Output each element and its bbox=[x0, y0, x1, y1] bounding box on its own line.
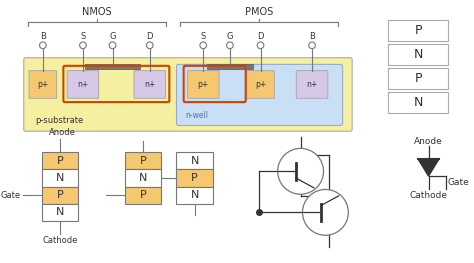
Text: D: D bbox=[146, 32, 153, 41]
Circle shape bbox=[227, 42, 233, 49]
FancyBboxPatch shape bbox=[134, 70, 165, 98]
Text: p+: p+ bbox=[37, 80, 48, 89]
Text: p-substrate: p-substrate bbox=[35, 115, 83, 125]
FancyBboxPatch shape bbox=[176, 64, 343, 125]
Text: N: N bbox=[56, 207, 64, 217]
Circle shape bbox=[146, 42, 153, 49]
Text: NMOS: NMOS bbox=[82, 7, 111, 17]
Text: n-well: n-well bbox=[185, 111, 208, 120]
Text: N: N bbox=[191, 156, 199, 166]
FancyBboxPatch shape bbox=[67, 70, 99, 98]
Circle shape bbox=[278, 148, 324, 194]
Text: D: D bbox=[257, 32, 264, 41]
Text: Anode: Anode bbox=[48, 128, 75, 137]
Text: N: N bbox=[413, 96, 423, 109]
Text: n+: n+ bbox=[144, 80, 155, 89]
Text: PMOS: PMOS bbox=[245, 7, 273, 17]
Bar bbox=[125, 186, 161, 204]
Text: N: N bbox=[191, 190, 199, 200]
Text: P: P bbox=[57, 156, 64, 166]
Text: N: N bbox=[56, 173, 64, 183]
FancyBboxPatch shape bbox=[296, 70, 328, 98]
Bar bbox=[388, 92, 447, 113]
Polygon shape bbox=[418, 159, 439, 176]
Circle shape bbox=[109, 42, 116, 49]
Text: P: P bbox=[414, 24, 422, 38]
FancyBboxPatch shape bbox=[246, 70, 274, 98]
Text: B: B bbox=[309, 32, 315, 41]
Text: Gate: Gate bbox=[447, 178, 469, 187]
Bar bbox=[388, 21, 447, 42]
Bar bbox=[125, 152, 161, 169]
Text: N: N bbox=[139, 173, 147, 183]
Text: S: S bbox=[80, 32, 86, 41]
Text: P: P bbox=[57, 190, 64, 200]
Bar bbox=[388, 68, 447, 89]
Text: P: P bbox=[191, 173, 198, 183]
Text: B: B bbox=[40, 32, 46, 41]
FancyBboxPatch shape bbox=[188, 70, 219, 98]
FancyBboxPatch shape bbox=[29, 70, 57, 98]
Text: G: G bbox=[109, 32, 116, 41]
Text: n+: n+ bbox=[306, 80, 318, 89]
Text: P: P bbox=[140, 190, 146, 200]
FancyBboxPatch shape bbox=[24, 58, 352, 131]
Text: Anode: Anode bbox=[414, 136, 443, 145]
Circle shape bbox=[80, 42, 86, 49]
Bar bbox=[388, 44, 447, 65]
Bar bbox=[207, 64, 253, 69]
Bar bbox=[176, 152, 213, 169]
Text: Cathode: Cathode bbox=[42, 236, 78, 245]
Text: p+: p+ bbox=[255, 80, 266, 89]
Bar bbox=[176, 186, 213, 204]
Text: P: P bbox=[414, 72, 422, 85]
Bar bbox=[125, 169, 161, 186]
Text: N: N bbox=[413, 48, 423, 61]
Circle shape bbox=[39, 42, 46, 49]
Text: P: P bbox=[140, 156, 146, 166]
Circle shape bbox=[200, 42, 207, 49]
Circle shape bbox=[257, 42, 264, 49]
Bar bbox=[42, 204, 78, 221]
Text: Cathode: Cathode bbox=[410, 191, 447, 200]
Text: Gate: Gate bbox=[1, 191, 21, 200]
Circle shape bbox=[302, 189, 348, 235]
Text: n+: n+ bbox=[77, 80, 89, 89]
Text: p+: p+ bbox=[198, 80, 209, 89]
Bar bbox=[42, 169, 78, 186]
Text: G: G bbox=[227, 32, 233, 41]
Bar bbox=[176, 169, 213, 186]
Text: S: S bbox=[201, 32, 206, 41]
Bar bbox=[42, 186, 78, 204]
Circle shape bbox=[309, 42, 315, 49]
Bar bbox=[42, 152, 78, 169]
Bar bbox=[85, 64, 140, 69]
